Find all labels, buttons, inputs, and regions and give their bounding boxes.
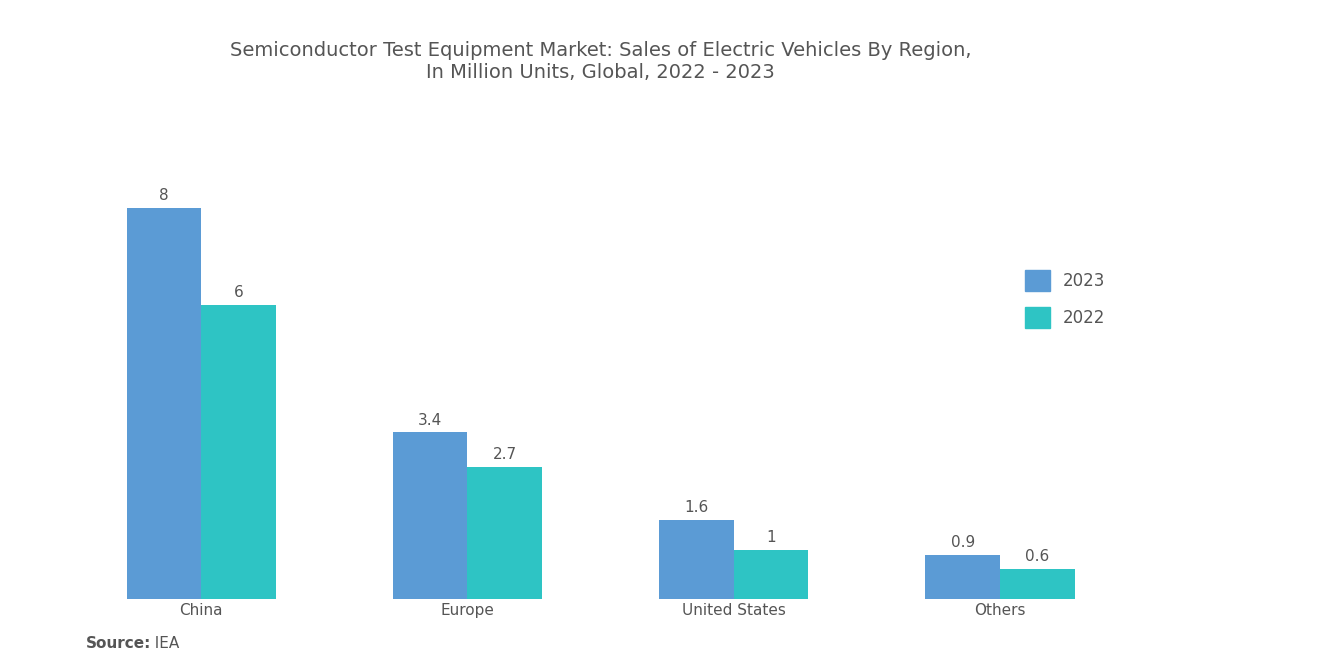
Text: 6: 6 (234, 285, 243, 301)
Text: 1: 1 (766, 530, 776, 545)
Text: 1.6: 1.6 (684, 501, 709, 515)
Text: Source:: Source: (86, 636, 152, 652)
Text: 0.6: 0.6 (1026, 549, 1049, 565)
Bar (1001, 569, 1074, 598)
Text: 3.4: 3.4 (418, 412, 442, 428)
Title: Semiconductor Test Equipment Market: Sales of Electric Vehicles By Region,
In Mi: Semiconductor Test Equipment Market: Sal… (230, 41, 972, 82)
Bar (127, 207, 201, 598)
Bar (734, 550, 808, 598)
Bar (467, 467, 543, 598)
Legend: 2023, 2022: 2023, 2022 (1016, 262, 1114, 336)
Text: 2.7: 2.7 (492, 447, 517, 462)
Bar (659, 520, 734, 598)
Bar (925, 555, 1001, 598)
Bar (201, 305, 276, 598)
Text: 8: 8 (160, 188, 169, 203)
Text: 0.9: 0.9 (950, 535, 975, 550)
Bar (393, 432, 467, 598)
Text: IEA: IEA (145, 636, 180, 652)
